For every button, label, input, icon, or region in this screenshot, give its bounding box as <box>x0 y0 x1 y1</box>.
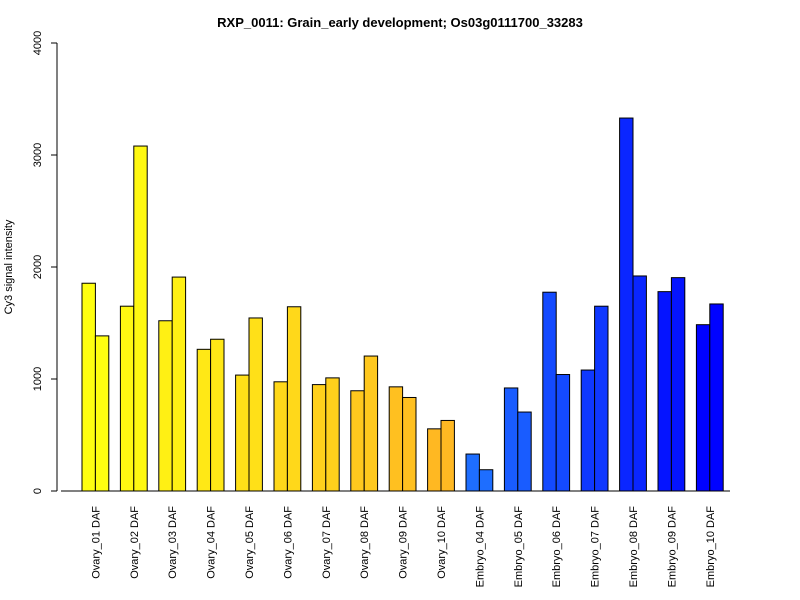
bar-15-1 <box>619 117 634 492</box>
bar-7-1 <box>311 384 327 492</box>
bar-8-2 <box>363 355 379 492</box>
bar-11-2 <box>478 469 494 492</box>
x-tick-labels: Ovary_01 DAF Ovary_02 DAF Ovary_03 DAF Ovar… <box>90 506 716 588</box>
y-axis-label: Cy3 signal intensity <box>3 219 15 314</box>
bar-15-2 <box>632 275 647 492</box>
bar-6-1 <box>273 381 288 492</box>
y-tick-label: 4000 <box>32 31 44 55</box>
bar-14-2 <box>594 305 609 492</box>
bar-9-2 <box>402 396 417 492</box>
bar-5-2 <box>248 317 263 492</box>
bar-13-2 <box>555 374 571 492</box>
x-tick-label: Ovary_10 DAF <box>436 506 448 579</box>
bar-12-2 <box>517 411 532 492</box>
bar-10-1 <box>427 428 442 492</box>
x-tick-label: Embryo_06 DAF <box>551 506 563 588</box>
x-tick-label: Embryo_07 DAF <box>590 506 602 588</box>
x-tick-label: Embryo_09 DAF <box>666 506 678 588</box>
bars-group <box>81 117 724 492</box>
bar-4-2 <box>210 338 225 492</box>
y-tick-label: 0 <box>32 488 44 494</box>
bar-3-2 <box>171 276 187 492</box>
bar-4-1 <box>196 348 212 492</box>
bar-1-1 <box>81 282 96 492</box>
y-tick-label: 3000 <box>32 143 44 167</box>
x-tick-label: Embryo_10 DAF <box>705 506 717 588</box>
bar-12-1 <box>503 387 519 492</box>
x-tick-label: Embryo_05 DAF <box>513 506 525 588</box>
bar-10-2 <box>440 419 455 492</box>
bar-11-1 <box>465 453 480 492</box>
bar-2-1 <box>119 305 135 492</box>
y-tick-label: 1000 <box>32 367 44 391</box>
y-tick-label: 2000 <box>32 255 44 279</box>
bar-13-1 <box>542 291 557 492</box>
bar-5-1 <box>235 374 250 492</box>
x-tick-label: Ovary_03 DAF <box>167 506 179 579</box>
bar-16-1 <box>657 291 672 492</box>
x-tick-label: Ovary_08 DAF <box>359 506 371 579</box>
bar-8-1 <box>350 390 365 492</box>
bar-14-1 <box>580 369 596 492</box>
bar-17-2 <box>709 303 724 492</box>
x-tick-label: Ovary_05 DAF <box>244 506 256 579</box>
x-tick-label: Ovary_09 DAF <box>398 506 410 579</box>
x-tick-label: Ovary_04 DAF <box>206 506 218 579</box>
x-tick-label: Ovary_02 DAF <box>129 506 141 579</box>
bar-16-2 <box>670 277 686 492</box>
bar-9-1 <box>388 386 404 492</box>
x-tick-label: Ovary_07 DAF <box>321 506 333 579</box>
bar-6-2 <box>286 306 302 492</box>
bar-1-2 <box>94 335 110 492</box>
bar-7-2 <box>325 377 340 492</box>
x-tick-label: Ovary_06 DAF <box>282 506 294 579</box>
y-axis: 0 1000 2000 3000 4000 <box>32 31 58 494</box>
x-tick-label: Embryo_08 DAF <box>628 506 640 588</box>
bar-2-2 <box>133 145 148 492</box>
bar-17-1 <box>695 324 711 492</box>
x-tick-label: Embryo_04 DAF <box>474 506 486 588</box>
bar-3-1 <box>158 320 173 492</box>
chart-title: RXP_0011: Grain_early development; Os03g… <box>217 15 583 30</box>
x-tick-label: Ovary_01 DAF <box>90 506 102 579</box>
